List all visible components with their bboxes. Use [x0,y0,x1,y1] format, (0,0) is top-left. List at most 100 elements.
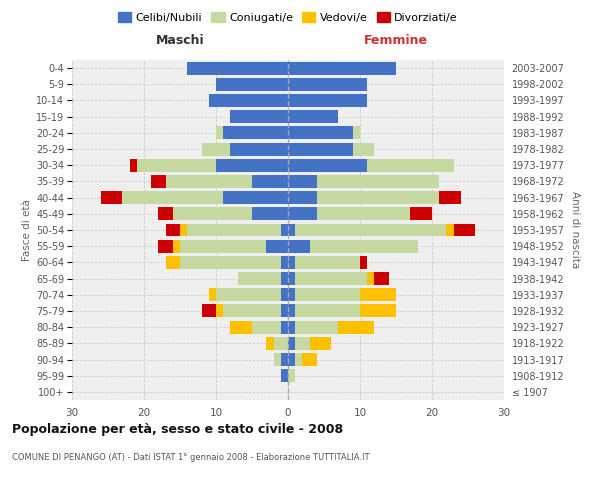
Bar [353,126,360,140]
Bar [295,353,302,366]
Bar [173,240,180,252]
Y-axis label: Fasce di età: Fasce di età [22,199,32,261]
Bar [216,304,223,318]
Bar [295,272,367,285]
Bar [266,240,288,252]
Bar [310,240,418,252]
Bar [360,304,396,318]
Bar [288,159,367,172]
Bar [288,191,317,204]
Bar [151,175,166,188]
Bar [281,272,288,285]
Bar [288,62,396,74]
Bar [158,208,173,220]
Bar [130,159,137,172]
Bar [274,337,288,350]
Bar [230,110,288,123]
Bar [288,142,353,156]
Bar [281,320,288,334]
Bar [295,320,338,334]
Bar [310,337,331,350]
Bar [180,256,281,269]
Bar [288,320,295,334]
Bar [216,288,281,301]
Bar [288,272,295,285]
Bar [360,256,367,269]
Bar [295,304,360,318]
Bar [122,191,223,204]
Bar [295,256,360,269]
Bar [288,224,295,236]
Bar [288,208,317,220]
Bar [367,159,454,172]
Bar [374,272,389,285]
Bar [302,353,317,366]
Bar [288,110,338,123]
Bar [252,175,288,188]
Bar [338,320,374,334]
Bar [274,353,281,366]
Bar [238,272,281,285]
Bar [187,62,288,74]
Bar [295,224,446,236]
Bar [173,208,252,220]
Bar [288,240,310,252]
Bar [180,240,266,252]
Legend: Celibi/Nubili, Coniugati/e, Vedovi/e, Divorziati/e: Celibi/Nubili, Coniugati/e, Vedovi/e, Di… [113,8,463,28]
Bar [137,159,216,172]
Bar [360,288,396,301]
Text: Popolazione per età, sesso e stato civile - 2008: Popolazione per età, sesso e stato civil… [12,422,343,436]
Bar [101,191,122,204]
Bar [288,94,367,107]
Y-axis label: Anni di nascita: Anni di nascita [570,192,580,268]
Bar [209,288,216,301]
Bar [166,224,180,236]
Bar [281,288,288,301]
Bar [166,175,252,188]
Bar [180,224,187,236]
Bar [353,142,374,156]
Bar [281,353,288,366]
Bar [187,224,281,236]
Bar [281,256,288,269]
Bar [216,126,223,140]
Bar [317,191,439,204]
Bar [166,256,180,269]
Bar [216,159,288,172]
Bar [367,272,374,285]
Bar [288,337,295,350]
Bar [288,369,295,382]
Bar [230,320,252,334]
Bar [202,142,230,156]
Bar [216,78,288,91]
Bar [281,304,288,318]
Bar [288,353,295,366]
Bar [209,94,288,107]
Bar [202,304,216,318]
Bar [223,126,288,140]
Bar [454,224,475,236]
Bar [288,78,367,91]
Bar [288,304,295,318]
Bar [230,142,288,156]
Bar [288,126,353,140]
Bar [252,320,281,334]
Bar [317,175,439,188]
Bar [288,256,295,269]
Bar [281,224,288,236]
Bar [439,191,461,204]
Bar [295,288,360,301]
Bar [410,208,432,220]
Bar [266,337,274,350]
Bar [446,224,454,236]
Bar [158,240,173,252]
Bar [288,175,317,188]
Bar [317,208,410,220]
Bar [252,208,288,220]
Bar [223,304,281,318]
Bar [223,191,288,204]
Text: Maschi: Maschi [155,34,205,48]
Bar [295,337,310,350]
Bar [288,288,295,301]
Bar [281,369,288,382]
